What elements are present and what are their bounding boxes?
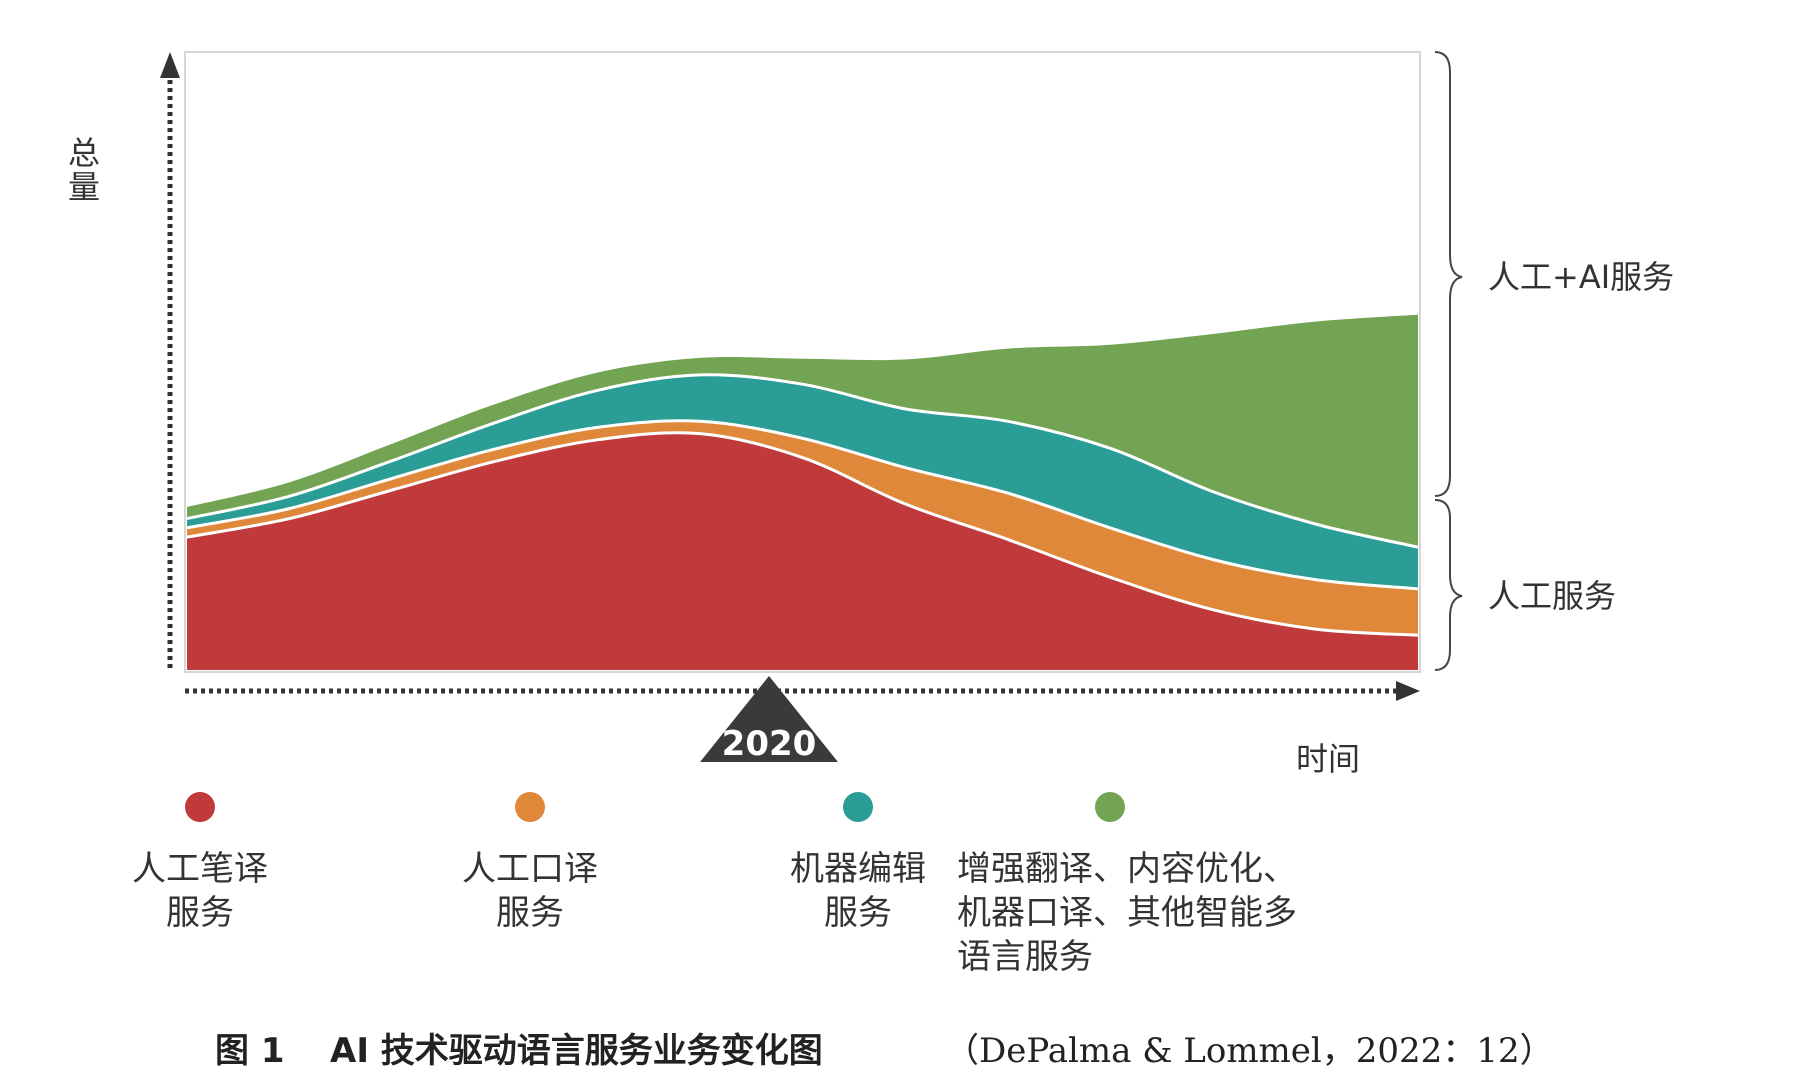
bracket-upper-label: 人工+AI服务 xyxy=(1488,258,1674,296)
legend: 人工笔译服务人工口译服务机器编辑服务增强翻译、内容优化、机器口译、其他智能多语言… xyxy=(132,792,1297,977)
legend-label-4-line-1: 增强翻译、内容优化、 xyxy=(957,849,1297,889)
legend-label-1-line-2: 服务 xyxy=(166,893,234,933)
area-boundary-3 xyxy=(186,373,1419,549)
bracket-upper xyxy=(1434,51,1463,497)
area-series-4 xyxy=(187,314,1418,548)
area-series-2 xyxy=(187,420,1418,636)
caption-title: AI 技术驱动语言服务业务变化图 xyxy=(330,1031,823,1071)
legend-label-2-line-2: 服务 xyxy=(496,893,564,933)
year-marker-triangle xyxy=(700,676,838,762)
stacked-areas xyxy=(186,314,1419,670)
caption-prefix: 图 1 xyxy=(215,1031,285,1071)
legend-swatch-4 xyxy=(1095,792,1125,822)
axes xyxy=(160,52,1420,701)
x-axis-arrowhead xyxy=(1396,681,1420,701)
brackets: 人工+AI服务 人工服务 xyxy=(1434,51,1674,671)
year-marker-label: 2020 xyxy=(722,724,817,764)
legend-swatch-3 xyxy=(843,792,873,822)
bracket-lower xyxy=(1434,499,1463,671)
legend-label-2-line-1: 人工口译 xyxy=(462,849,598,889)
y-axis-arrowhead xyxy=(160,52,180,78)
area-series-3 xyxy=(187,374,1418,589)
area-series-1 xyxy=(187,432,1418,670)
year-marker: 2020 xyxy=(700,676,838,764)
legend-swatch-1 xyxy=(185,792,215,822)
legend-label-4-line-3: 语言服务 xyxy=(957,937,1093,977)
legend-label-1-line-1: 人工笔译 xyxy=(132,849,268,889)
area-boundary-1 xyxy=(186,431,1419,637)
legend-label-4-line-2: 机器口译、其他智能多 xyxy=(957,893,1297,933)
area-boundary-2 xyxy=(186,419,1419,591)
legend-label-3-line-2: 服务 xyxy=(824,893,892,933)
caption: 图 1 AI 技术驱动语言服务业务变化图 （DePalma & Lommel，2… xyxy=(215,1031,1554,1071)
legend-label-3-line-1: 机器编辑 xyxy=(790,849,926,889)
caption-source: （DePalma & Lommel，2022：12） xyxy=(945,1031,1554,1071)
bracket-lower-label: 人工服务 xyxy=(1488,577,1616,615)
legend-swatch-2 xyxy=(515,792,545,822)
y-axis-label: 总量 xyxy=(63,136,101,204)
x-axis-label: 时间 xyxy=(1296,740,1360,778)
